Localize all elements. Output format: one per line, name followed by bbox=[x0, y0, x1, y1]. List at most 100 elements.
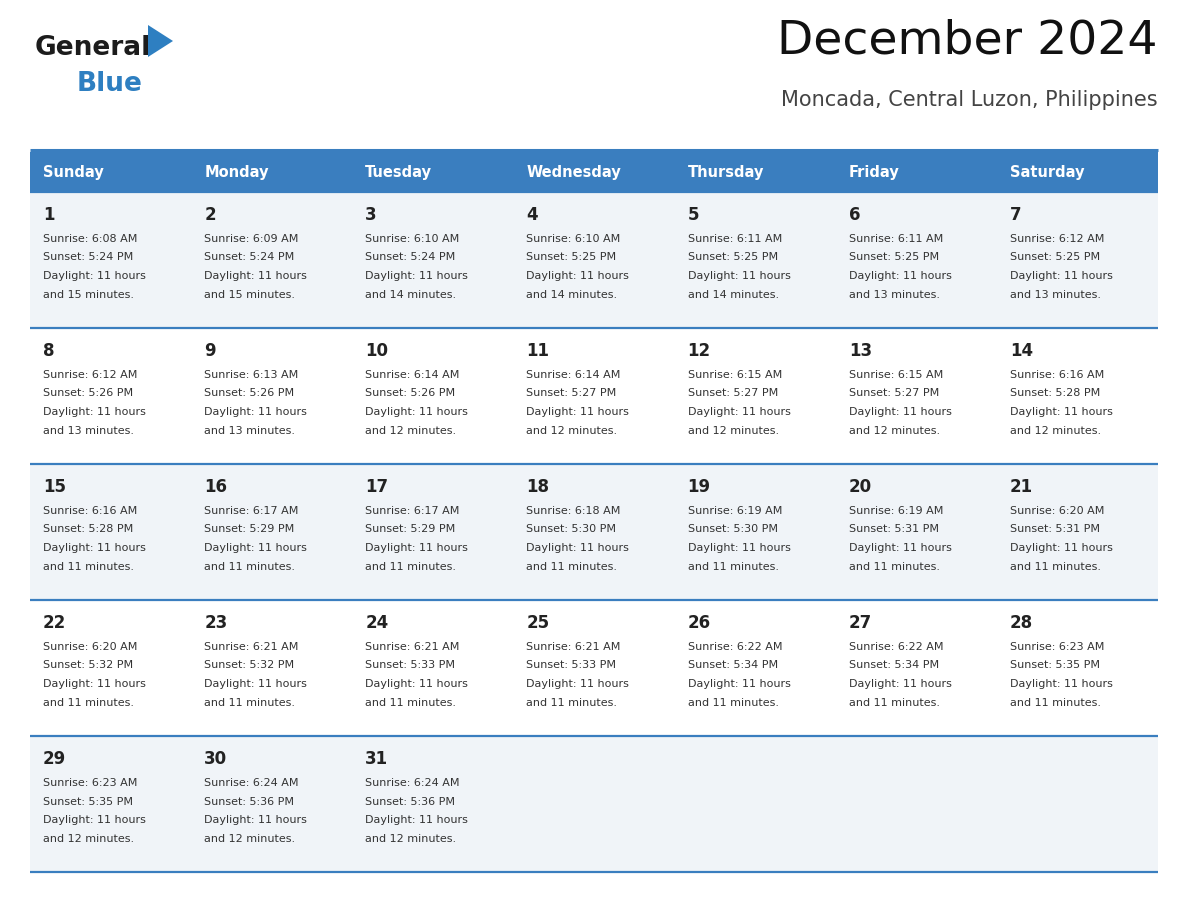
Text: 6: 6 bbox=[848, 206, 860, 224]
Text: and 11 minutes.: and 11 minutes. bbox=[526, 698, 618, 708]
Text: and 11 minutes.: and 11 minutes. bbox=[848, 698, 940, 708]
Text: 16: 16 bbox=[204, 478, 227, 496]
Text: Daylight: 11 hours: Daylight: 11 hours bbox=[688, 543, 790, 553]
Text: and 11 minutes.: and 11 minutes. bbox=[526, 562, 618, 572]
Bar bbox=[675, 152, 835, 192]
Text: 13: 13 bbox=[848, 342, 872, 360]
Text: 26: 26 bbox=[688, 614, 710, 632]
Text: Daylight: 11 hours: Daylight: 11 hours bbox=[43, 679, 146, 689]
Text: and 13 minutes.: and 13 minutes. bbox=[43, 426, 134, 435]
Text: Daylight: 11 hours: Daylight: 11 hours bbox=[688, 407, 790, 417]
Text: Sunrise: 6:08 AM: Sunrise: 6:08 AM bbox=[43, 234, 138, 244]
Text: Daylight: 11 hours: Daylight: 11 hours bbox=[365, 679, 468, 689]
Text: Sunset: 5:24 PM: Sunset: 5:24 PM bbox=[204, 252, 295, 263]
Text: Sunset: 5:35 PM: Sunset: 5:35 PM bbox=[43, 797, 133, 807]
Text: Daylight: 11 hours: Daylight: 11 hours bbox=[365, 271, 468, 281]
Text: Daylight: 11 hours: Daylight: 11 hours bbox=[848, 271, 952, 281]
Text: Daylight: 11 hours: Daylight: 11 hours bbox=[848, 543, 952, 553]
Text: Sunrise: 6:16 AM: Sunrise: 6:16 AM bbox=[1010, 370, 1104, 380]
Text: Daylight: 11 hours: Daylight: 11 hours bbox=[1010, 543, 1113, 553]
Bar bbox=[30, 464, 1158, 600]
Text: and 12 minutes.: and 12 minutes. bbox=[688, 426, 778, 435]
Text: Sunset: 5:28 PM: Sunset: 5:28 PM bbox=[1010, 388, 1100, 398]
Text: and 11 minutes.: and 11 minutes. bbox=[688, 562, 778, 572]
Text: Sunrise: 6:11 AM: Sunrise: 6:11 AM bbox=[848, 234, 943, 244]
Text: 2: 2 bbox=[204, 206, 216, 224]
Text: Daylight: 11 hours: Daylight: 11 hours bbox=[688, 679, 790, 689]
Text: 8: 8 bbox=[43, 342, 55, 360]
Text: Daylight: 11 hours: Daylight: 11 hours bbox=[43, 271, 146, 281]
Text: Sunset: 5:32 PM: Sunset: 5:32 PM bbox=[43, 660, 133, 670]
Text: Daylight: 11 hours: Daylight: 11 hours bbox=[526, 543, 630, 553]
Text: Sunset: 5:31 PM: Sunset: 5:31 PM bbox=[848, 524, 939, 534]
Text: Saturday: Saturday bbox=[1010, 164, 1085, 180]
Text: Sunday: Sunday bbox=[43, 164, 103, 180]
Text: Sunrise: 6:20 AM: Sunrise: 6:20 AM bbox=[43, 642, 138, 652]
Text: Daylight: 11 hours: Daylight: 11 hours bbox=[848, 679, 952, 689]
Text: and 11 minutes.: and 11 minutes. bbox=[688, 698, 778, 708]
Text: and 13 minutes.: and 13 minutes. bbox=[848, 289, 940, 299]
Text: Sunset: 5:32 PM: Sunset: 5:32 PM bbox=[204, 660, 295, 670]
Text: Sunrise: 6:15 AM: Sunrise: 6:15 AM bbox=[848, 370, 943, 380]
Text: Sunrise: 6:10 AM: Sunrise: 6:10 AM bbox=[526, 234, 620, 244]
Text: Sunrise: 6:12 AM: Sunrise: 6:12 AM bbox=[43, 370, 138, 380]
Text: 17: 17 bbox=[365, 478, 388, 496]
Text: Sunset: 5:34 PM: Sunset: 5:34 PM bbox=[848, 660, 939, 670]
Text: 12: 12 bbox=[688, 342, 710, 360]
Text: Sunset: 5:30 PM: Sunset: 5:30 PM bbox=[688, 524, 778, 534]
Text: Daylight: 11 hours: Daylight: 11 hours bbox=[1010, 271, 1113, 281]
Text: Sunset: 5:29 PM: Sunset: 5:29 PM bbox=[204, 524, 295, 534]
Text: and 11 minutes.: and 11 minutes. bbox=[204, 698, 295, 708]
Text: and 14 minutes.: and 14 minutes. bbox=[688, 289, 778, 299]
Text: Daylight: 11 hours: Daylight: 11 hours bbox=[526, 679, 630, 689]
Text: and 12 minutes.: and 12 minutes. bbox=[43, 834, 134, 844]
Text: Sunrise: 6:21 AM: Sunrise: 6:21 AM bbox=[526, 642, 621, 652]
Text: Sunset: 5:26 PM: Sunset: 5:26 PM bbox=[365, 388, 455, 398]
Text: 27: 27 bbox=[848, 614, 872, 632]
Text: Daylight: 11 hours: Daylight: 11 hours bbox=[1010, 679, 1113, 689]
Text: Sunset: 5:30 PM: Sunset: 5:30 PM bbox=[526, 524, 617, 534]
Text: Sunrise: 6:18 AM: Sunrise: 6:18 AM bbox=[526, 506, 621, 516]
Text: and 12 minutes.: and 12 minutes. bbox=[204, 834, 296, 844]
Text: 29: 29 bbox=[43, 750, 67, 768]
Text: 4: 4 bbox=[526, 206, 538, 224]
Text: Sunset: 5:27 PM: Sunset: 5:27 PM bbox=[688, 388, 778, 398]
Text: Daylight: 11 hours: Daylight: 11 hours bbox=[365, 815, 468, 825]
Bar bbox=[835, 152, 997, 192]
Text: Sunset: 5:24 PM: Sunset: 5:24 PM bbox=[43, 252, 133, 263]
Text: 19: 19 bbox=[688, 478, 710, 496]
Text: and 12 minutes.: and 12 minutes. bbox=[848, 426, 940, 435]
Text: Sunset: 5:29 PM: Sunset: 5:29 PM bbox=[365, 524, 455, 534]
Text: 20: 20 bbox=[848, 478, 872, 496]
Text: Sunset: 5:25 PM: Sunset: 5:25 PM bbox=[688, 252, 778, 263]
Text: Sunrise: 6:20 AM: Sunrise: 6:20 AM bbox=[1010, 506, 1104, 516]
Text: Sunset: 5:28 PM: Sunset: 5:28 PM bbox=[43, 524, 133, 534]
Text: Sunrise: 6:24 AM: Sunrise: 6:24 AM bbox=[204, 778, 298, 788]
Text: 14: 14 bbox=[1010, 342, 1034, 360]
Text: and 11 minutes.: and 11 minutes. bbox=[1010, 698, 1101, 708]
Text: 30: 30 bbox=[204, 750, 227, 768]
Text: and 12 minutes.: and 12 minutes. bbox=[1010, 426, 1101, 435]
Text: Sunrise: 6:15 AM: Sunrise: 6:15 AM bbox=[688, 370, 782, 380]
Text: and 11 minutes.: and 11 minutes. bbox=[1010, 562, 1101, 572]
Text: Daylight: 11 hours: Daylight: 11 hours bbox=[688, 271, 790, 281]
Text: 1: 1 bbox=[43, 206, 55, 224]
Text: Sunset: 5:27 PM: Sunset: 5:27 PM bbox=[848, 388, 939, 398]
Text: 15: 15 bbox=[43, 478, 67, 496]
Text: Tuesday: Tuesday bbox=[365, 164, 432, 180]
Text: Daylight: 11 hours: Daylight: 11 hours bbox=[43, 543, 146, 553]
Text: Moncada, Central Luzon, Philippines: Moncada, Central Luzon, Philippines bbox=[782, 90, 1158, 110]
Text: 18: 18 bbox=[526, 478, 549, 496]
Text: Sunset: 5:26 PM: Sunset: 5:26 PM bbox=[204, 388, 295, 398]
Text: Daylight: 11 hours: Daylight: 11 hours bbox=[204, 679, 307, 689]
Bar bbox=[353, 152, 513, 192]
Text: General: General bbox=[34, 35, 151, 61]
Text: 22: 22 bbox=[43, 614, 67, 632]
Bar bbox=[997, 152, 1158, 192]
Text: and 11 minutes.: and 11 minutes. bbox=[848, 562, 940, 572]
Text: 23: 23 bbox=[204, 614, 227, 632]
Text: Sunset: 5:33 PM: Sunset: 5:33 PM bbox=[526, 660, 617, 670]
Text: and 11 minutes.: and 11 minutes. bbox=[365, 562, 456, 572]
Text: Daylight: 11 hours: Daylight: 11 hours bbox=[43, 815, 146, 825]
Text: Sunset: 5:24 PM: Sunset: 5:24 PM bbox=[365, 252, 455, 263]
